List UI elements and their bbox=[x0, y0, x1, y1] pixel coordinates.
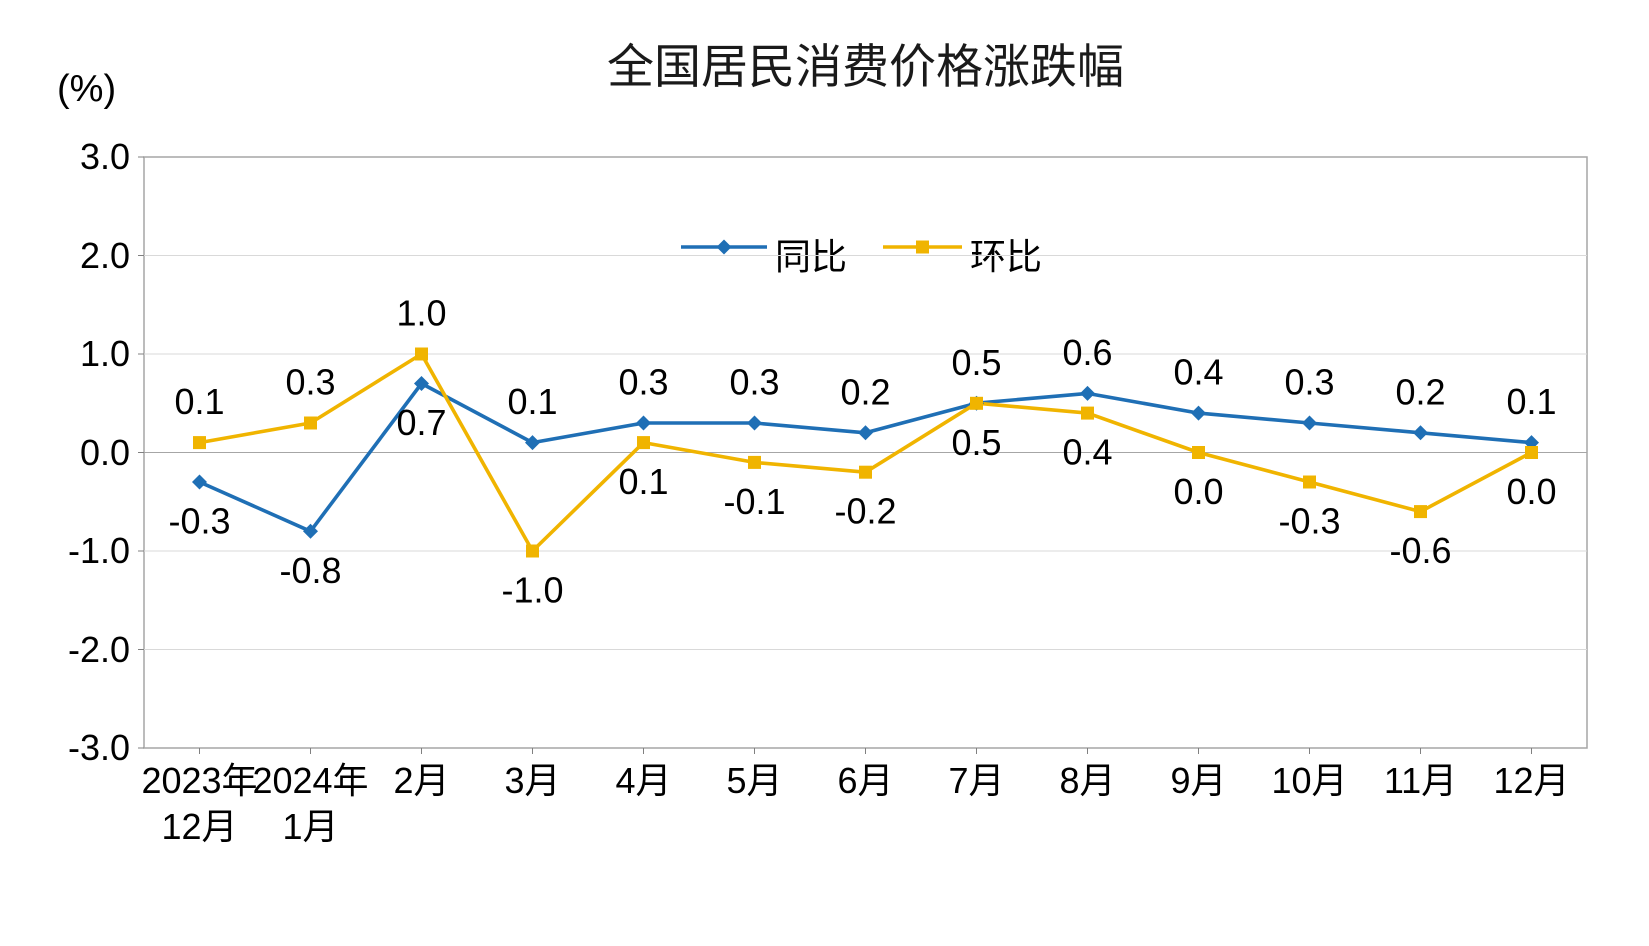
svg-text:0.1: 0.1 bbox=[507, 381, 557, 422]
svg-text:0.2: 0.2 bbox=[840, 371, 890, 412]
svg-text:0.3: 0.3 bbox=[1284, 362, 1334, 403]
svg-text:-0.3: -0.3 bbox=[168, 501, 230, 542]
svg-text:0.5: 0.5 bbox=[951, 342, 1001, 383]
svg-text:0.2: 0.2 bbox=[1395, 371, 1445, 412]
svg-text:0.3: 0.3 bbox=[618, 362, 668, 403]
svg-text:-0.3: -0.3 bbox=[1278, 501, 1340, 542]
svg-text:0.3: 0.3 bbox=[729, 362, 779, 403]
svg-text:-0.1: -0.1 bbox=[723, 481, 785, 522]
svg-text:0.0: 0.0 bbox=[1506, 471, 1556, 512]
svg-text:0.4: 0.4 bbox=[1173, 352, 1223, 393]
svg-text:1.0: 1.0 bbox=[396, 293, 446, 334]
svg-text:-1.0: -1.0 bbox=[501, 570, 563, 611]
svg-text:0.1: 0.1 bbox=[618, 461, 668, 502]
svg-text:0.5: 0.5 bbox=[951, 422, 1001, 463]
svg-text:-0.2: -0.2 bbox=[834, 491, 896, 532]
svg-text:-0.8: -0.8 bbox=[279, 550, 341, 591]
svg-text:0.1: 0.1 bbox=[174, 381, 224, 422]
svg-text:0.1: 0.1 bbox=[1506, 381, 1556, 422]
svg-text:0.4: 0.4 bbox=[1062, 432, 1112, 473]
svg-text:0.3: 0.3 bbox=[285, 362, 335, 403]
svg-text:0.0: 0.0 bbox=[1173, 471, 1223, 512]
svg-text:0.7: 0.7 bbox=[396, 402, 446, 443]
svg-text:0.6: 0.6 bbox=[1062, 332, 1112, 373]
svg-text:-0.6: -0.6 bbox=[1389, 530, 1451, 571]
